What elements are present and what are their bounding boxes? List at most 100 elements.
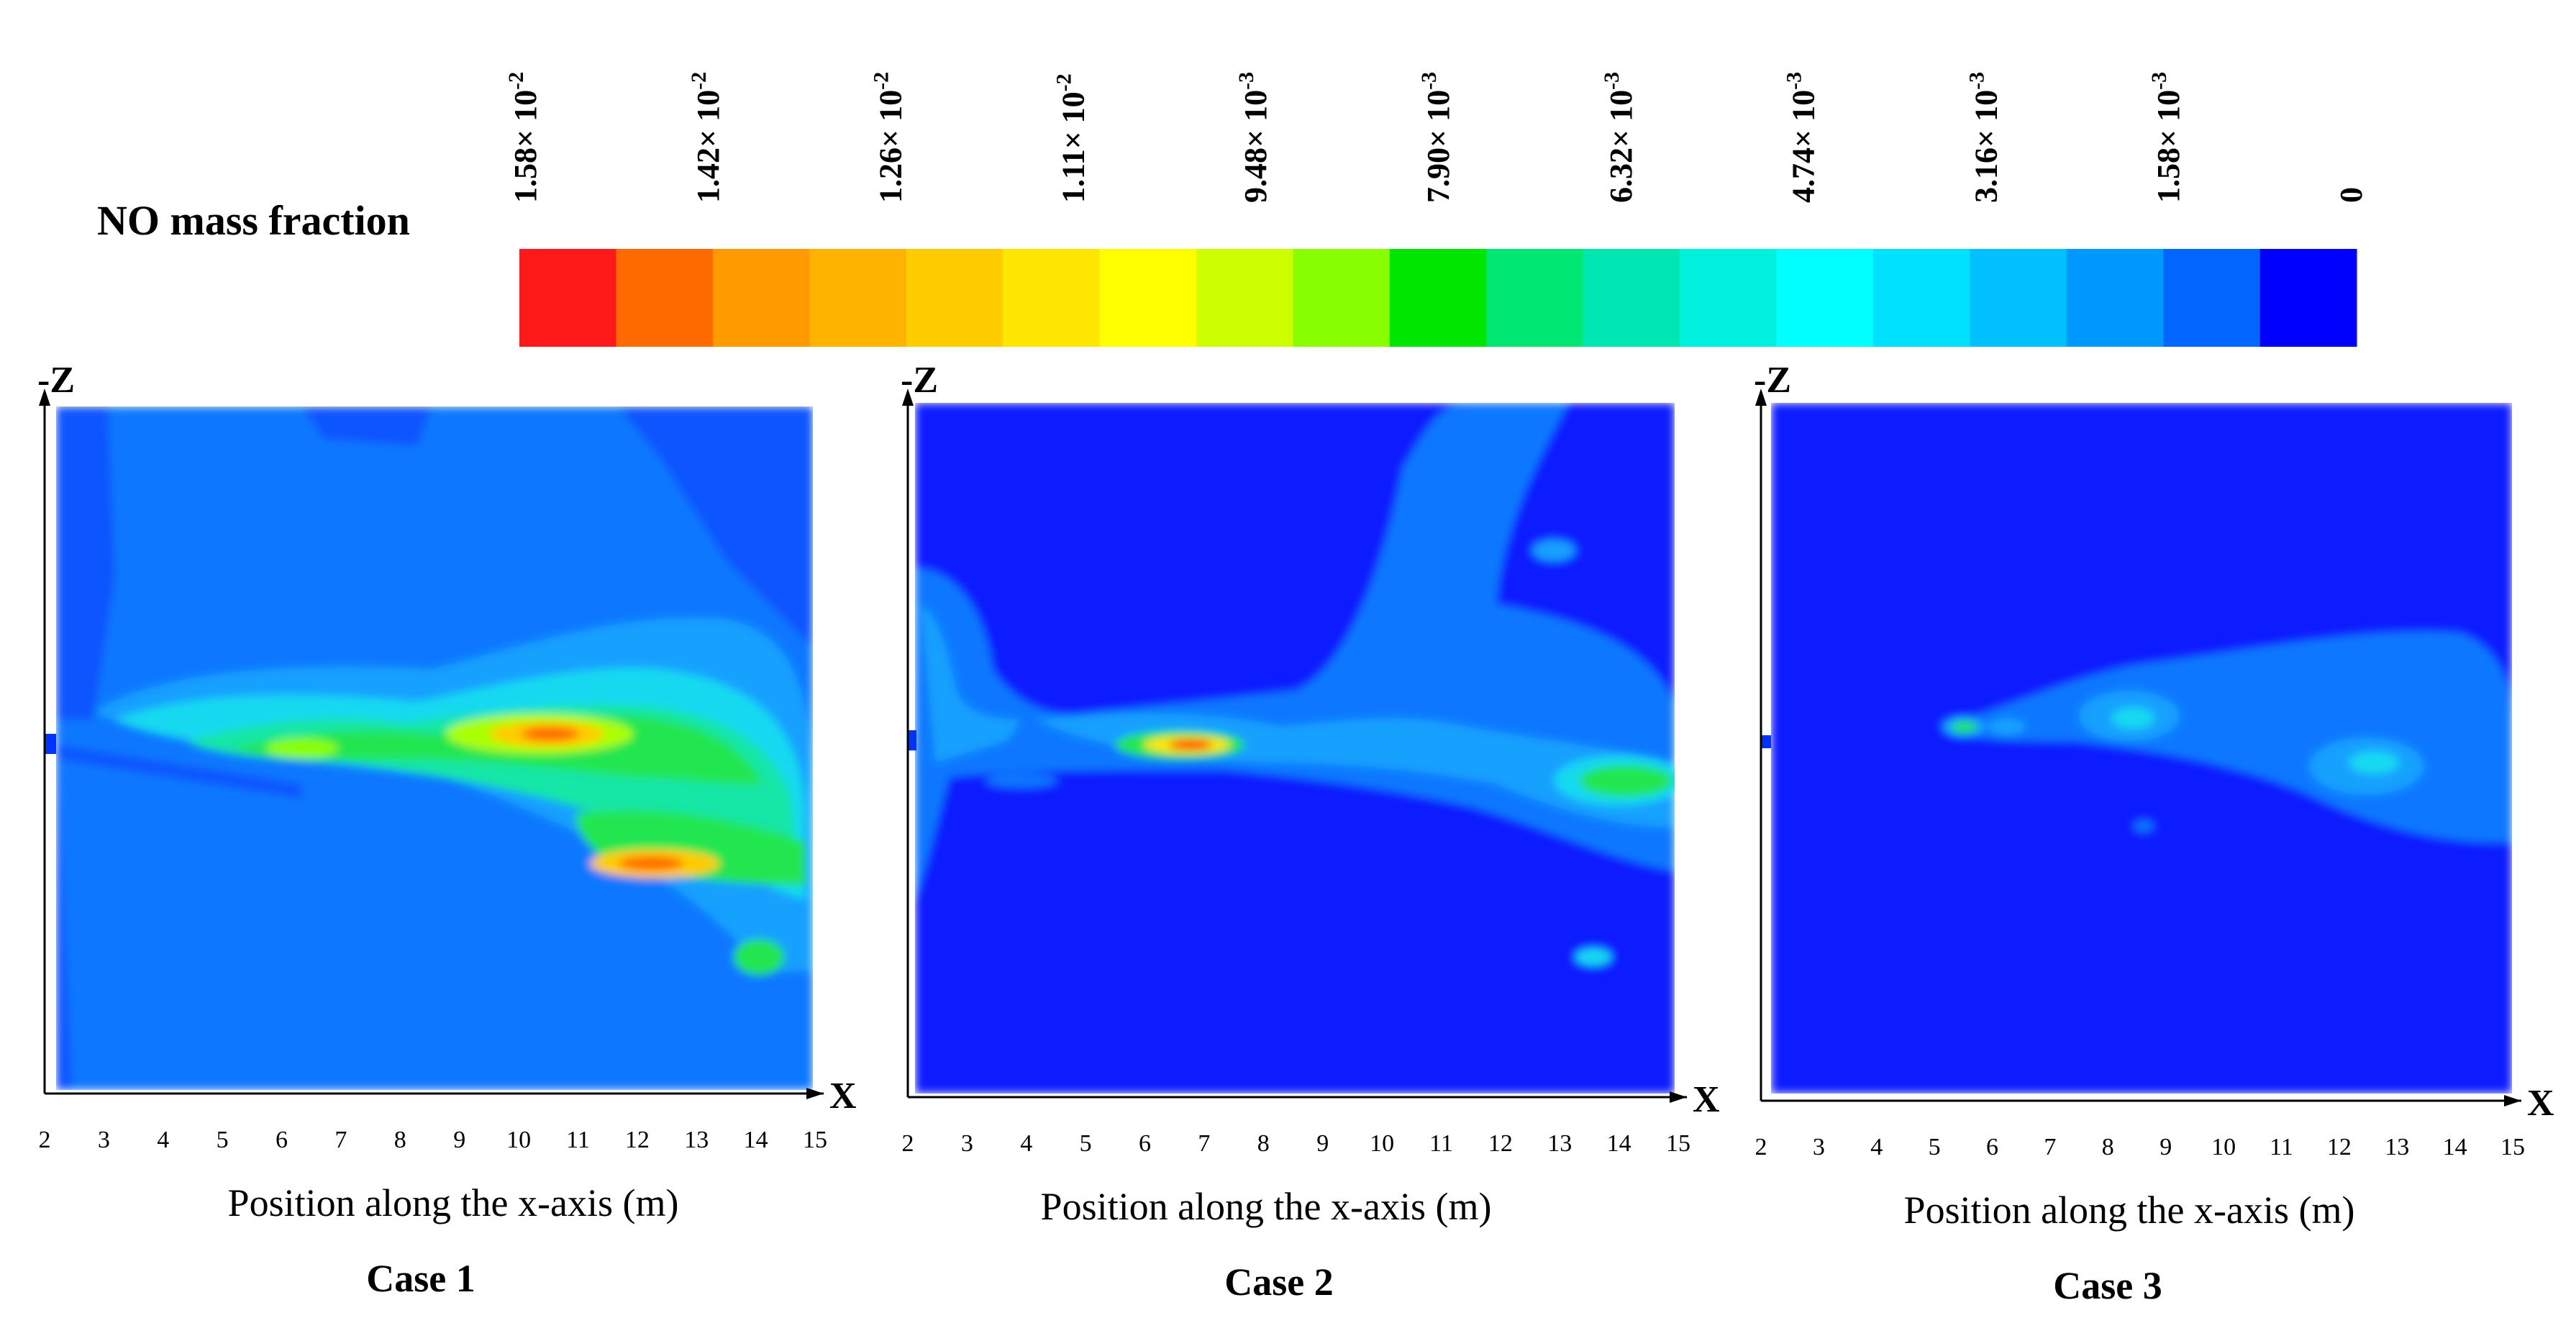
- tick-exponent: -2: [504, 72, 528, 90]
- colorbar-tick-label: 4.74× 10-3: [1783, 72, 1821, 203]
- colorbar-tick-label: 6.32× 10-3: [1600, 72, 1639, 203]
- tick-times: × 10: [1421, 90, 1456, 147]
- x-tick-label: 7: [1198, 1130, 1210, 1157]
- colorbar-segment: [1486, 249, 1584, 347]
- tick-exponent: -2: [687, 72, 711, 90]
- colorbar-tick-label: 1.58× 10-3: [2147, 72, 2186, 203]
- x-tick-label: 6: [1986, 1134, 1998, 1160]
- panel-case-1: [45, 406, 813, 1090]
- x-tick-label: 14: [744, 1127, 768, 1153]
- x-tick-label: 11: [566, 1127, 590, 1153]
- z-axis-label: -Z: [37, 360, 75, 401]
- tick-times: × 10: [1786, 90, 1821, 147]
- tick-exponent: -2: [1052, 73, 1075, 91]
- x-tick-label: 9: [453, 1127, 465, 1153]
- z-axis-arrow: [1755, 388, 1767, 406]
- x-tick-label: 2: [902, 1130, 914, 1157]
- x-tick-label: 3: [98, 1127, 110, 1153]
- x-tick-label: 15: [1666, 1130, 1690, 1157]
- x-tick-label: 3: [961, 1130, 973, 1157]
- tick-mantissa: 9.48: [1238, 147, 1273, 203]
- x-tick-label: 2: [39, 1127, 51, 1153]
- legend-title: NO mass fraction: [97, 197, 410, 244]
- tick-mantissa: 4.74: [1786, 147, 1821, 203]
- x-axis-arrow: [806, 1088, 824, 1099]
- z-axis-label: -Z: [1754, 360, 1791, 401]
- tick-times: × 10: [2151, 90, 2186, 147]
- x-axis-title: Position along the x-axis (m): [1041, 1185, 1492, 1228]
- tick-times: × 10: [691, 90, 726, 147]
- tick-exponent: -3: [1600, 72, 1624, 90]
- axes-layer: -Z X 2 3 4 5 6 7 8 9 10 11 12 13 14 15 Position along th…: [37, 360, 2554, 1307]
- x-tick-label: 4: [1870, 1134, 1883, 1160]
- x-tick-label: 13: [1547, 1130, 1572, 1157]
- tick-exponent: -3: [1417, 72, 1441, 90]
- tick-exponent: -3: [1965, 72, 1988, 90]
- tick-times: × 10: [1055, 91, 1091, 149]
- colorbar-segment: [2163, 249, 2261, 347]
- colorbar-segment: [1196, 249, 1293, 347]
- x-tick-label: 14: [2443, 1134, 2467, 1160]
- x-tick-label: 5: [1929, 1134, 1941, 1160]
- panel-case-3: [1761, 403, 2512, 1094]
- x-tick-label: 7: [2044, 1134, 2056, 1160]
- colorbar-segment: [519, 249, 616, 347]
- colorbar-segment: [616, 249, 714, 347]
- x-axis-name: X: [2527, 1083, 2554, 1124]
- x-tick-label: 13: [2385, 1134, 2409, 1160]
- x-tick-label: 14: [1607, 1130, 1631, 1157]
- x-tick-label: 2: [1755, 1134, 1767, 1160]
- x-tick-label: 6: [1139, 1130, 1151, 1157]
- colorbar-tick-label: 1.26× 10-2: [870, 72, 909, 203]
- colorbar-segment: [1099, 249, 1197, 347]
- x-tick-label: 4: [1020, 1130, 1032, 1157]
- x-axis-name: X: [1693, 1079, 1720, 1120]
- colorbar-segment: [1583, 249, 1680, 347]
- tick-mantissa: 1.58: [508, 147, 543, 203]
- z-axis-arrow: [902, 388, 914, 406]
- case-title: Case 1: [366, 1257, 475, 1300]
- x-tick-label: 3: [1813, 1134, 1825, 1160]
- tick-exponent: -3: [1234, 72, 1258, 90]
- tick-exponent: -2: [870, 72, 893, 90]
- x-tick-label: 4: [157, 1127, 169, 1153]
- case-title: Case 2: [1224, 1260, 1333, 1304]
- case-title: Case 3: [2053, 1264, 2162, 1307]
- x-axis-title: Position along the x-axis (m): [228, 1181, 679, 1224]
- x-tick-label: 8: [1257, 1130, 1270, 1157]
- colorbar-segment: [1389, 249, 1487, 347]
- x-tick-label: 9: [1316, 1130, 1329, 1157]
- tick-mantissa: 6.32: [1603, 147, 1639, 203]
- colorbar-tick-label: 9.48× 10-3: [1234, 72, 1273, 203]
- tick-times: × 10: [508, 90, 543, 147]
- x-tick-label: 8: [2102, 1134, 2114, 1160]
- colorbar-tick-label: 1.42× 10-2: [687, 72, 726, 203]
- colorbar-tick-label: 7.90× 10-3: [1417, 72, 1456, 203]
- x-tick-label: 11: [2270, 1134, 2293, 1160]
- x-tick-label: 11: [1429, 1130, 1453, 1157]
- panel-case-2: [908, 403, 1675, 1094]
- tick-mantissa: 0: [2334, 187, 2369, 203]
- x-tick-label: 12: [625, 1127, 650, 1153]
- colorbar-segment: [809, 249, 907, 347]
- colorbar-segment: [1776, 249, 1874, 347]
- tick-times: × 10: [1603, 90, 1639, 147]
- colorbar-segment: [1003, 249, 1101, 347]
- x-tick-label: 12: [1488, 1130, 1513, 1157]
- x-axis-name: X: [829, 1076, 857, 1117]
- colorbar-tick-label: 3.16× 10-3: [1965, 72, 2003, 203]
- x-tick-label: 13: [684, 1127, 709, 1153]
- x-axis-arrow: [2504, 1095, 2521, 1106]
- tick-exponent: -3: [2147, 72, 2171, 90]
- x-tick-label: 12: [2327, 1134, 2352, 1160]
- colorbar-tick-label: 1.11× 10-2: [1052, 73, 1091, 203]
- x-tick-label: 10: [506, 1127, 531, 1153]
- colorbar-segment: [2066, 249, 2164, 347]
- colorbar-segment: [1970, 249, 2067, 347]
- x-tick-label: 9: [2159, 1134, 2172, 1160]
- x-axis-title: Position along the x-axis (m): [1904, 1189, 2355, 1232]
- colorbar-tick-label: 1.58× 10-2: [504, 72, 543, 203]
- tick-mantissa: 1.42: [691, 147, 726, 203]
- colorbar-segment: [906, 249, 1003, 347]
